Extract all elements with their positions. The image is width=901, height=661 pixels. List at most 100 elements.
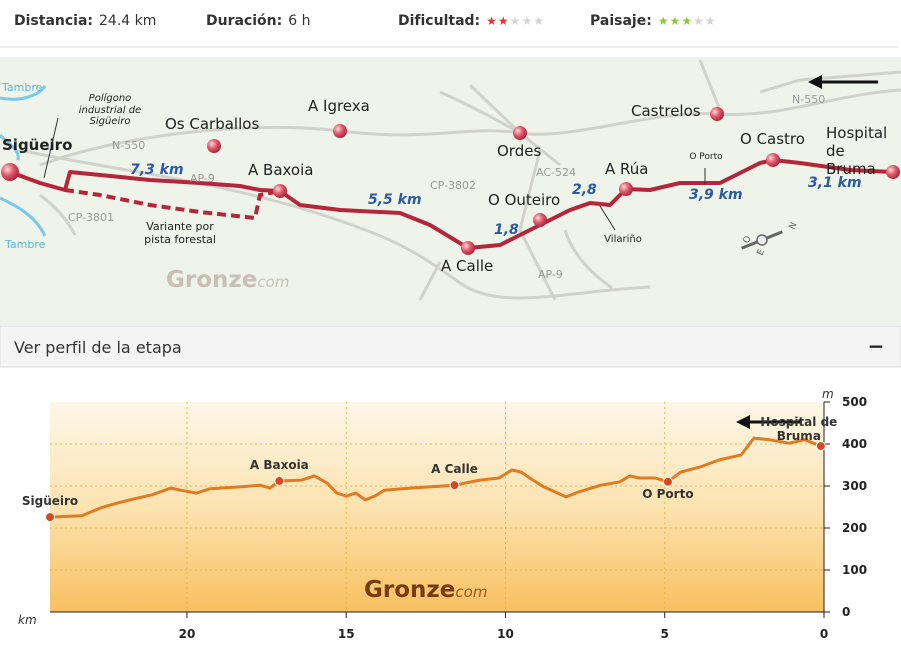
- route-variant: [64, 188, 281, 221]
- waypoint-label: A Baxoia: [249, 457, 309, 472]
- x-tick-label: 10: [497, 627, 514, 641]
- road-label: N-550: [792, 93, 826, 106]
- star: [658, 14, 669, 28]
- y-tick-label: 300: [842, 479, 867, 493]
- town-label: Hospital de Bruma: [826, 124, 888, 178]
- town-dot: [619, 182, 633, 196]
- map-note: Polígono industrial de Sigüeiro: [78, 93, 142, 127]
- river-label: Tambre: [5, 238, 46, 251]
- stat-label: Duración:: [206, 13, 283, 29]
- road-label: AC-524: [536, 166, 576, 179]
- star: [498, 14, 509, 28]
- stat: Duración: 6 h: [206, 13, 310, 29]
- stat-label: Paisaje:: [590, 13, 652, 29]
- road: [418, 261, 442, 301]
- rating: [658, 13, 717, 29]
- star: [533, 14, 544, 28]
- town-label: Os Carballos: [165, 115, 260, 133]
- leader-line: [43, 117, 59, 179]
- star: [521, 14, 532, 28]
- logo-brand: Gronze: [166, 267, 257, 293]
- logo-suffix: com: [257, 273, 289, 291]
- waypoint: [45, 512, 55, 523]
- x-axis-label: km: [18, 613, 37, 627]
- y-tick-label: 400: [842, 437, 867, 451]
- road: [19, 148, 651, 300]
- waypoint-label: Sigüeiro: [21, 494, 79, 509]
- town-label: A Igrexa: [308, 97, 370, 115]
- direction-arrow: [736, 415, 802, 429]
- stat-label: Distancia:: [14, 13, 94, 29]
- leader-line: [599, 205, 616, 231]
- map-note: Variante por pista forestal: [144, 220, 216, 246]
- star: [486, 14, 497, 28]
- map-note: Vilariño: [604, 234, 642, 245]
- waypoint-label: Hospital de Bruma: [760, 415, 838, 443]
- road-label: AP-9: [538, 268, 563, 281]
- town-label: A Calle: [441, 257, 494, 275]
- town-label: Sigüeiro: [2, 136, 73, 154]
- plot-background: [50, 402, 824, 612]
- town-dot: [333, 124, 347, 138]
- y-tick-label: 0: [842, 605, 850, 619]
- road: [563, 229, 613, 290]
- star: [670, 14, 681, 28]
- elevation-line: [49, 436, 822, 519]
- x-tick-label: 20: [179, 627, 196, 641]
- town-label: A Rúa: [605, 160, 649, 178]
- distance-label: 3,9 km: [689, 187, 743, 203]
- road-label: CP-3802: [430, 179, 477, 192]
- stat-value: 24.4 km: [99, 13, 157, 29]
- waypoint: [274, 475, 285, 486]
- distance-label: 3,1 km: [808, 175, 862, 191]
- star: [693, 14, 704, 28]
- distance-label: 7,3 km: [130, 162, 184, 178]
- y-tick-label: 100: [842, 563, 867, 577]
- arrow-head: [736, 415, 750, 429]
- road-label: CP-3801: [68, 211, 115, 224]
- stat: Dificultad:: [398, 13, 545, 29]
- star: [705, 14, 716, 28]
- map-direction-arrow: [808, 75, 878, 89]
- stat-label: Dificultad:: [398, 13, 481, 29]
- road: [518, 149, 557, 301]
- star: [681, 14, 692, 28]
- stat: Paisaje:: [590, 13, 717, 29]
- river: [0, 85, 47, 101]
- distance-label: 2,8: [572, 182, 597, 198]
- compass-letter: N: [788, 221, 800, 231]
- river-label: Tambre: [2, 81, 43, 94]
- road-label: AP-9: [190, 172, 215, 185]
- town-label: Castrelos: [631, 102, 701, 120]
- logo-brand: Gronze: [364, 577, 455, 603]
- waypoint: [815, 441, 826, 452]
- chart-logo: Gronzecom: [364, 577, 487, 603]
- town-dots: [1, 107, 900, 255]
- y-tick-label: 200: [842, 521, 867, 535]
- river: [0, 196, 47, 237]
- map-rivers: [0, 85, 47, 237]
- star: [510, 14, 521, 28]
- map-logo: Gronzecom: [166, 267, 289, 293]
- town-label: A Baxoia: [248, 161, 314, 179]
- compass: [741, 230, 783, 250]
- rating: [486, 13, 545, 29]
- town-dot: [207, 139, 221, 153]
- road: [39, 193, 77, 236]
- town-label: O Castro: [740, 130, 805, 148]
- town-label: Ordes: [497, 142, 542, 160]
- map-note: O Porto: [689, 152, 723, 162]
- elevation-chart: 0 100 200 300 400 500 20 15 10 5 0 km m Gronzecom: [18, 387, 867, 641]
- profile-toggle[interactable]: −: [868, 334, 885, 358]
- road-label: N-550: [112, 139, 146, 152]
- distance-label: 5,5 km: [368, 192, 422, 208]
- town-dot: [710, 107, 724, 121]
- waypoint-label: A Calle: [431, 462, 478, 477]
- x-tick-label: 5: [661, 627, 669, 641]
- waypoint: [449, 480, 460, 491]
- y-tick-label: 500: [842, 395, 867, 409]
- waypoint: [662, 476, 673, 487]
